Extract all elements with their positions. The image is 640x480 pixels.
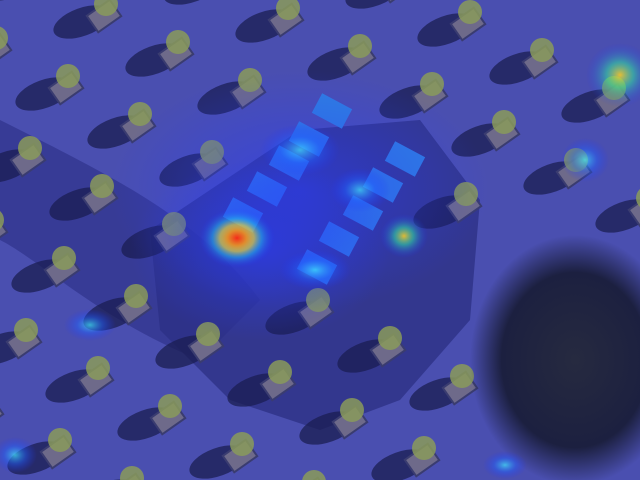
tree-canopy	[230, 432, 254, 456]
heat-spot	[260, 124, 340, 176]
tree-canopy	[268, 360, 292, 384]
tree-canopy	[348, 34, 372, 58]
tree-canopy	[166, 30, 190, 54]
heat-spot	[483, 451, 527, 479]
tree-canopy	[158, 394, 182, 418]
tree-canopy	[378, 326, 402, 350]
tree-canopy	[340, 398, 364, 422]
heat-spot	[561, 138, 609, 182]
heat-hotspot-secondary	[380, 214, 428, 258]
heat-hotspot-primary	[199, 208, 275, 268]
tree-canopy	[48, 428, 72, 452]
tree-canopy	[530, 38, 554, 62]
tree-canopy	[492, 110, 516, 134]
heat-spot	[279, 250, 351, 290]
tree-canopy	[56, 64, 80, 88]
heat-spot	[64, 309, 116, 341]
heat-spot	[330, 168, 390, 212]
tree-canopy	[412, 436, 436, 460]
tree-canopy	[52, 246, 76, 270]
tree-canopy	[420, 72, 444, 96]
tree-canopy	[14, 318, 38, 342]
tree-canopy	[458, 0, 482, 24]
tree-canopy	[86, 356, 110, 380]
tree-canopy	[18, 136, 42, 160]
